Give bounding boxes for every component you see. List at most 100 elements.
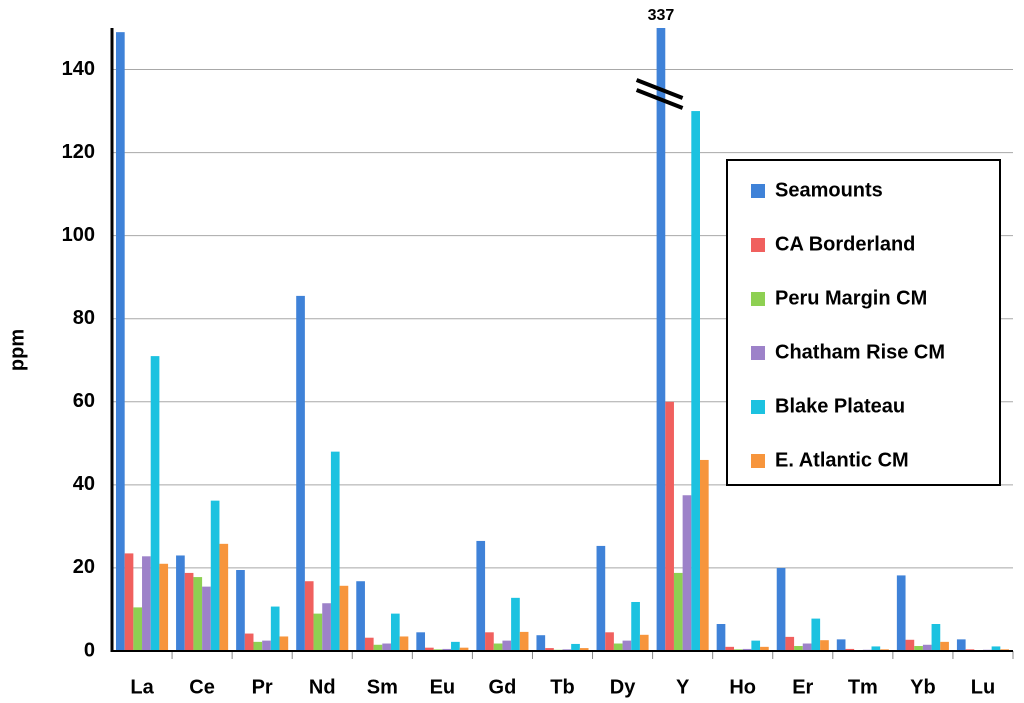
bar bbox=[811, 618, 821, 651]
bar bbox=[184, 572, 194, 651]
bar bbox=[905, 639, 915, 651]
bar bbox=[425, 647, 434, 651]
x-tick-label: Pr bbox=[252, 676, 273, 698]
bar bbox=[364, 637, 374, 651]
y-tick-label: 60 bbox=[73, 390, 95, 412]
legend-label: Chatham Rise CM bbox=[775, 341, 945, 363]
bar bbox=[485, 632, 494, 651]
bar bbox=[871, 646, 881, 651]
legend-swatch bbox=[751, 292, 765, 306]
bar bbox=[176, 555, 185, 651]
bar bbox=[313, 613, 323, 651]
legend-label: Seamounts bbox=[775, 179, 883, 201]
bar bbox=[742, 648, 752, 651]
bar bbox=[622, 640, 632, 651]
x-tick-label: Eu bbox=[430, 676, 456, 698]
bar bbox=[991, 646, 1001, 651]
bar bbox=[476, 540, 486, 651]
bar bbox=[296, 295, 305, 651]
legend-swatch bbox=[751, 184, 765, 198]
bar bbox=[356, 581, 365, 651]
y-tick-label: 140 bbox=[62, 58, 95, 80]
y-tick-label: 120 bbox=[62, 141, 95, 163]
x-tick-label: Ce bbox=[189, 676, 215, 698]
bar bbox=[159, 563, 169, 651]
bar bbox=[691, 111, 700, 651]
bar bbox=[536, 635, 546, 651]
bars bbox=[116, 28, 1009, 651]
bar bbox=[571, 643, 580, 651]
bar bbox=[545, 648, 554, 651]
bar bbox=[673, 572, 683, 651]
bar bbox=[802, 643, 812, 651]
axis-break bbox=[635, 88, 684, 110]
bar bbox=[236, 570, 245, 651]
bar bbox=[751, 640, 761, 651]
bar bbox=[451, 641, 460, 651]
bar bbox=[279, 636, 289, 651]
bar bbox=[596, 545, 606, 651]
bar bbox=[845, 648, 855, 651]
x-tick-label: Yb bbox=[910, 676, 936, 698]
x-tick-label: Tm bbox=[848, 676, 878, 698]
bar bbox=[322, 603, 331, 651]
x-tick-label: La bbox=[130, 676, 154, 698]
legend-label: Peru Margin CM bbox=[775, 287, 927, 309]
bar bbox=[304, 581, 314, 651]
x-tick-label: Nd bbox=[309, 676, 336, 698]
bar bbox=[605, 632, 614, 651]
x-tick-label: Tb bbox=[550, 676, 574, 698]
bar bbox=[133, 607, 143, 651]
bar bbox=[896, 575, 906, 651]
bar bbox=[382, 643, 391, 651]
bar bbox=[202, 586, 211, 651]
legend-label: E. Atlantic CM bbox=[775, 449, 909, 471]
bar bbox=[716, 624, 726, 651]
y-axis-label: ppm bbox=[6, 329, 28, 371]
bar bbox=[262, 640, 271, 651]
bar bbox=[665, 401, 674, 651]
bar bbox=[390, 613, 400, 651]
bar bbox=[613, 643, 623, 651]
legend-box bbox=[726, 159, 1001, 486]
y-tick-label: 40 bbox=[73, 473, 95, 495]
bar bbox=[699, 459, 709, 651]
x-tick-label: Er bbox=[792, 676, 813, 698]
legend-label: CA Borderland bbox=[775, 233, 915, 255]
legend-swatch bbox=[751, 454, 765, 468]
bar bbox=[922, 644, 932, 651]
bar bbox=[442, 648, 452, 651]
bar bbox=[931, 624, 941, 651]
bar bbox=[270, 606, 280, 651]
bar bbox=[776, 567, 786, 651]
y-tick-label: 20 bbox=[73, 556, 95, 578]
x-tick-label: Gd bbox=[489, 676, 517, 698]
bar bbox=[210, 500, 220, 651]
bar bbox=[760, 646, 769, 651]
bar bbox=[493, 643, 503, 651]
legend-swatch bbox=[751, 346, 765, 360]
bar bbox=[785, 636, 795, 651]
x-tick-label: Y bbox=[676, 676, 690, 698]
y-tick-label: 0 bbox=[84, 639, 95, 661]
bar bbox=[219, 543, 229, 651]
bar bbox=[794, 646, 803, 651]
legend-swatch bbox=[751, 238, 765, 252]
bar bbox=[459, 647, 469, 651]
data-label: 337 bbox=[648, 7, 675, 24]
bar bbox=[820, 640, 829, 651]
bar bbox=[416, 632, 426, 651]
axis-break bbox=[635, 78, 684, 100]
bar bbox=[914, 646, 923, 651]
bar bbox=[639, 634, 649, 651]
bar bbox=[725, 646, 735, 651]
bar bbox=[836, 639, 846, 651]
y-tick-label: 100 bbox=[62, 224, 95, 246]
bar bbox=[253, 641, 263, 651]
legend-label: Blake Plateau bbox=[775, 395, 905, 417]
bar bbox=[116, 32, 125, 651]
bar bbox=[682, 495, 692, 651]
bar bbox=[940, 641, 949, 651]
